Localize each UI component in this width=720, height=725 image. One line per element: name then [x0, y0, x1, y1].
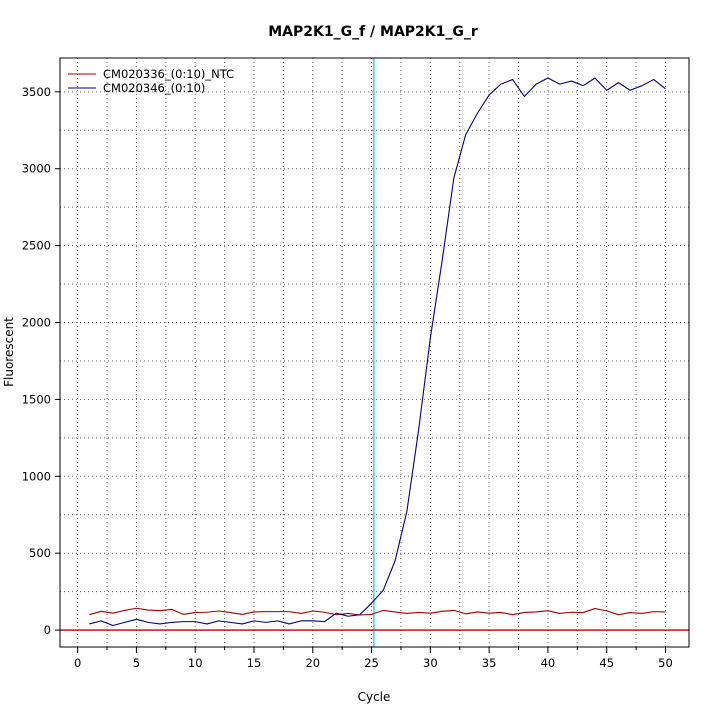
- legend-label-ntc: CM020336_(0:10)_NTC: [103, 67, 234, 81]
- plot-frame: [59, 57, 690, 648]
- y-tick-label: 3500: [22, 85, 51, 99]
- x-tick-label: 20: [305, 656, 320, 670]
- legend-label-sample: CM020346_(0:10): [103, 81, 205, 95]
- x-axis-label: Cycle: [358, 690, 391, 704]
- x-tick-label: 45: [599, 656, 614, 670]
- y-tick-label: 500: [29, 546, 51, 560]
- grid: [60, 58, 689, 647]
- x-tick-label: 5: [133, 656, 140, 670]
- y-tick-label: 2500: [22, 239, 51, 253]
- x-tick-label: 10: [188, 656, 203, 670]
- y-tick-label: 3000: [22, 162, 51, 176]
- y-axis: 0 500 1000 1500 2000 2500 3000 3500: [22, 85, 60, 637]
- x-tick-label: 40: [541, 656, 556, 670]
- series-line-1: [89, 77, 666, 627]
- y-tick-label: 0: [44, 623, 51, 637]
- y-tick-label: 2000: [22, 316, 51, 330]
- x-axis: 0 5 10 15 20 25 30 35 40 45 50: [74, 647, 673, 670]
- series-line-0: [89, 607, 666, 616]
- y-axis-label: Fluorescent: [2, 317, 16, 387]
- y-tick-label: 1000: [22, 469, 51, 483]
- series-layer: [89, 77, 666, 627]
- x-tick-label: 50: [658, 656, 673, 670]
- y-tick-label: 1500: [22, 392, 51, 406]
- x-tick-label: 25: [364, 656, 379, 670]
- x-tick-label: 15: [247, 656, 262, 670]
- x-tick-label: 0: [74, 656, 81, 670]
- legend: CM020336_(0:10)_NTC CM020346_(0:10): [68, 67, 234, 95]
- chart-title: MAP2K1_G_f / MAP2K1_G_r: [268, 24, 478, 40]
- x-tick-label: 35: [482, 656, 497, 670]
- x-tick-label: 30: [423, 656, 438, 670]
